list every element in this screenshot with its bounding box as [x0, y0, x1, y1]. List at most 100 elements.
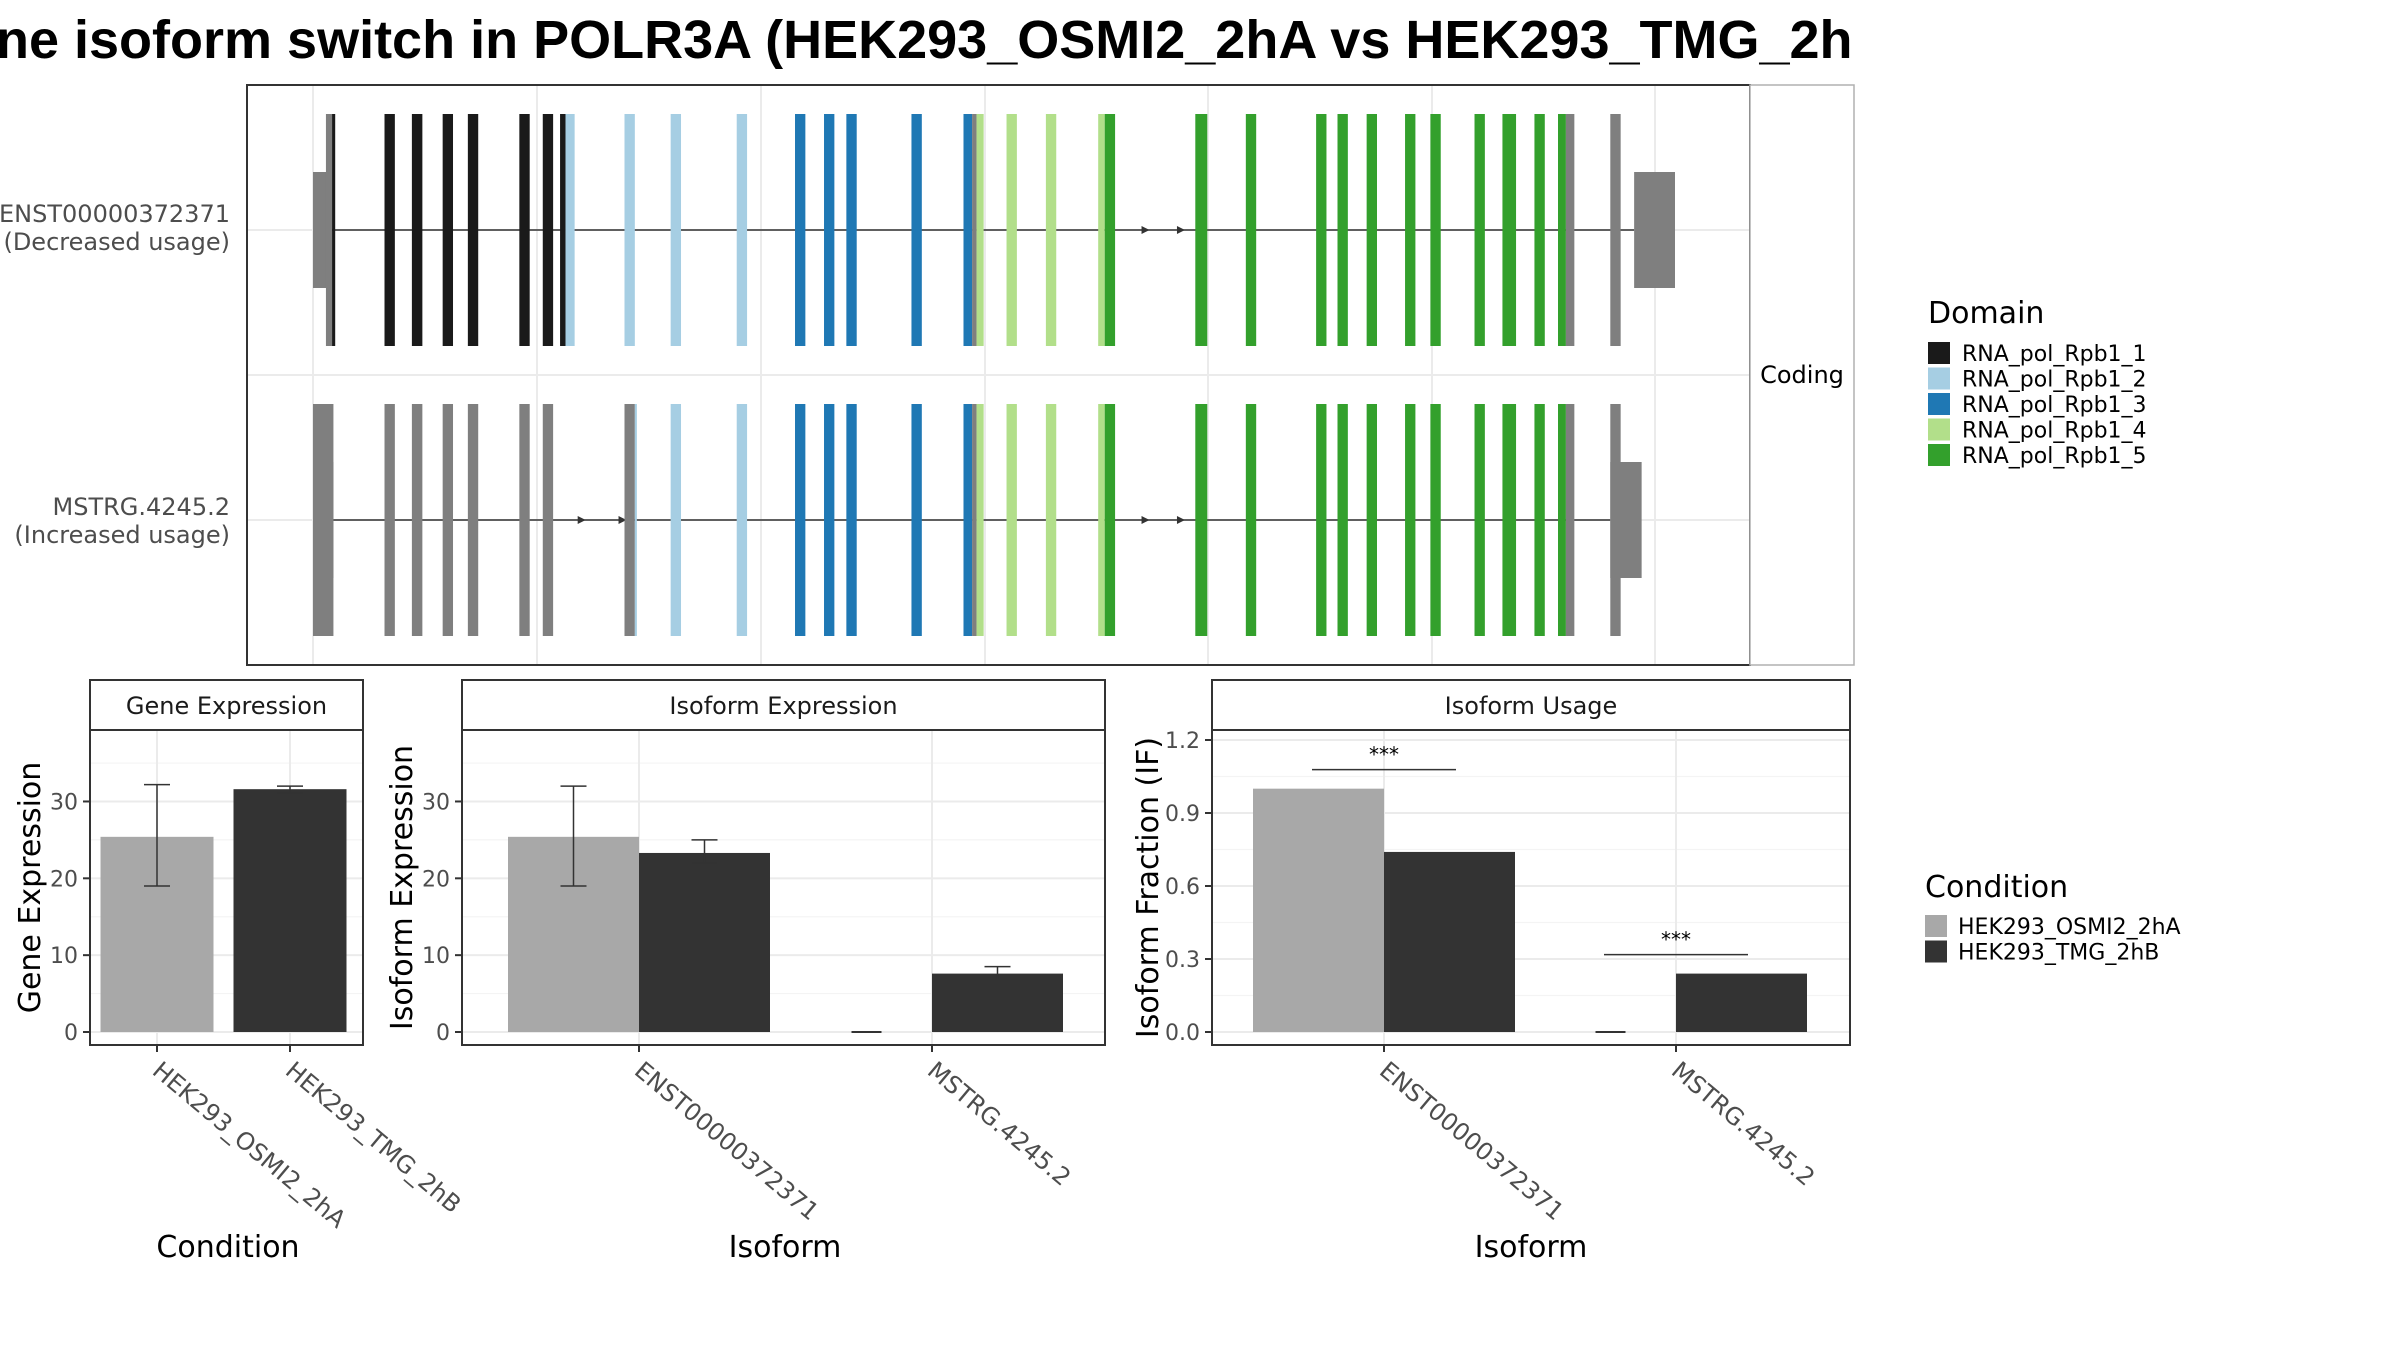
direction-arrow-icon: [1176, 516, 1185, 524]
exon-block: [411, 114, 423, 346]
exon-block: [1316, 114, 1327, 346]
direction-arrow-icon: [618, 516, 627, 524]
exon-block: [624, 114, 635, 346]
y-tick-label: 20: [50, 867, 78, 892]
exon-block: [1610, 114, 1621, 346]
exon-block: [1474, 114, 1485, 346]
condition-legend-label: HEK293_OSMI2_2hA: [1958, 915, 2181, 940]
exon-block: [670, 114, 682, 346]
direction-arrow-icon: [1141, 226, 1150, 234]
exon-block: [1430, 114, 1441, 346]
domain-legend-label: RNA_pol_Rpb1_3: [1962, 393, 2147, 418]
significance-label: ***: [1369, 743, 1399, 767]
bar: [639, 852, 770, 1032]
exon-block: [384, 404, 395, 636]
exon-block: [1565, 404, 1575, 636]
bar: [932, 973, 1063, 1032]
exon-block: [824, 114, 835, 346]
structure-panel: Coding ENST00000372371 (Decreased usage)…: [0, 84, 1855, 666]
exon-block: [384, 114, 395, 346]
exon-block: [1502, 404, 1517, 636]
bar-chart-panels: Gene Expression0102030HEK293_OSMI2_2hAHE…: [13, 679, 1851, 1265]
exon-block: [972, 114, 977, 346]
exon-block: [624, 404, 635, 636]
exon-block: [634, 404, 637, 636]
exon-block: [1337, 114, 1348, 346]
domain-legend-swatch: [1928, 342, 1950, 364]
exon-block: [467, 114, 479, 346]
isoform-usage-y-axis-title: Isoform Fraction (IF): [1131, 737, 1166, 1038]
exon-block: [911, 404, 922, 636]
exon-block: [1534, 404, 1545, 636]
y-tick-label: 0: [436, 1021, 450, 1046]
exon-block: [542, 114, 554, 346]
exon-block: [1366, 404, 1377, 636]
exon-block: [1337, 404, 1348, 636]
bar: [1384, 851, 1515, 1032]
transcript-2-note: (Increased usage): [14, 521, 230, 549]
condition-legend-label: HEK293_TMG_2hB: [1958, 941, 2159, 966]
exon-block: [560, 114, 566, 346]
exon-block: [1502, 114, 1517, 346]
domain-legend-title: Domain: [1928, 296, 2044, 331]
isoform-usage-frame: [1211, 729, 1851, 1046]
exon-block: [1405, 404, 1416, 636]
y-tick-label: 10: [50, 944, 78, 969]
transcript-track-2: [313, 404, 1642, 636]
y-tick-label: 0.9: [1165, 802, 1200, 827]
domain-legend-label: RNA_pol_Rpb1_1: [1962, 342, 2147, 367]
exon-block: [1098, 114, 1105, 346]
condition-legend-swatch: [1925, 940, 1947, 963]
exon-block: [565, 114, 575, 346]
domain-legend-swatch: [1928, 367, 1950, 390]
y-tick-label: 0: [64, 1021, 78, 1046]
exon-block: [1558, 114, 1566, 346]
y-tick-label: 1.2: [1165, 729, 1200, 754]
condition-legend-swatch: [1925, 915, 1947, 937]
y-tick-label: 10: [422, 944, 450, 969]
gene-expression-strip-title: Gene Expression: [126, 692, 327, 720]
transcript-track-1: [313, 114, 1675, 346]
exon-block: [846, 404, 857, 636]
transcript-2-id: MSTRG.4245.2: [53, 493, 230, 521]
exon-block: [1245, 114, 1257, 346]
exon-block: [824, 404, 835, 636]
isoform-usage-x-axis-title: Isoform: [1475, 1230, 1588, 1265]
isoform-expression-x-axis-title: Isoform: [729, 1230, 842, 1265]
exon-block: [1366, 114, 1377, 346]
x-tick-label: ENST00000372371: [1374, 1056, 1569, 1226]
isoform-usage-strip-title: Isoform Usage: [1445, 692, 1618, 720]
condition-legend-title: Condition: [1925, 870, 2068, 905]
exon-block: [442, 404, 454, 636]
y-tick-label: 0.3: [1165, 948, 1200, 973]
exon-block: [963, 404, 973, 636]
exon-block: [1558, 404, 1566, 636]
isoform-expression-strip: [461, 679, 1106, 731]
exon-block: [972, 404, 977, 636]
y-tick-label: 30: [50, 790, 78, 815]
exon-block: [1245, 404, 1257, 636]
exon-block: [795, 404, 806, 636]
exon-block: [542, 404, 554, 636]
bar: [1253, 788, 1384, 1032]
exon-block: [1104, 404, 1116, 636]
exon-block: [736, 114, 748, 346]
exon-block: [1565, 114, 1575, 346]
exon-block: [1006, 404, 1017, 636]
coding-strip: [1749, 84, 1855, 666]
isoform-expression-panel: Isoform Expression 0 10 20 30 ENST00000372371…: [385, 679, 1106, 1265]
x-tick-label: MSTRG.4245.2: [1666, 1056, 1820, 1192]
isoform-usage-strip: [1211, 679, 1851, 731]
exon-block: [325, 114, 333, 346]
exon-block: [795, 114, 806, 346]
exon-block: [846, 114, 857, 346]
significance-label: ***: [1661, 928, 1691, 952]
exon-block: [1316, 404, 1327, 636]
bar: [233, 789, 347, 1032]
gene-expression-y-axis-title: Gene Expression: [13, 762, 48, 1014]
domain-legend-label: RNA_pol_Rpb1_5: [1962, 444, 2147, 469]
transcript-1-id: ENST00000372371: [0, 200, 230, 228]
exon-block: [1104, 114, 1116, 346]
coding-strip-label: Coding: [1760, 361, 1844, 389]
